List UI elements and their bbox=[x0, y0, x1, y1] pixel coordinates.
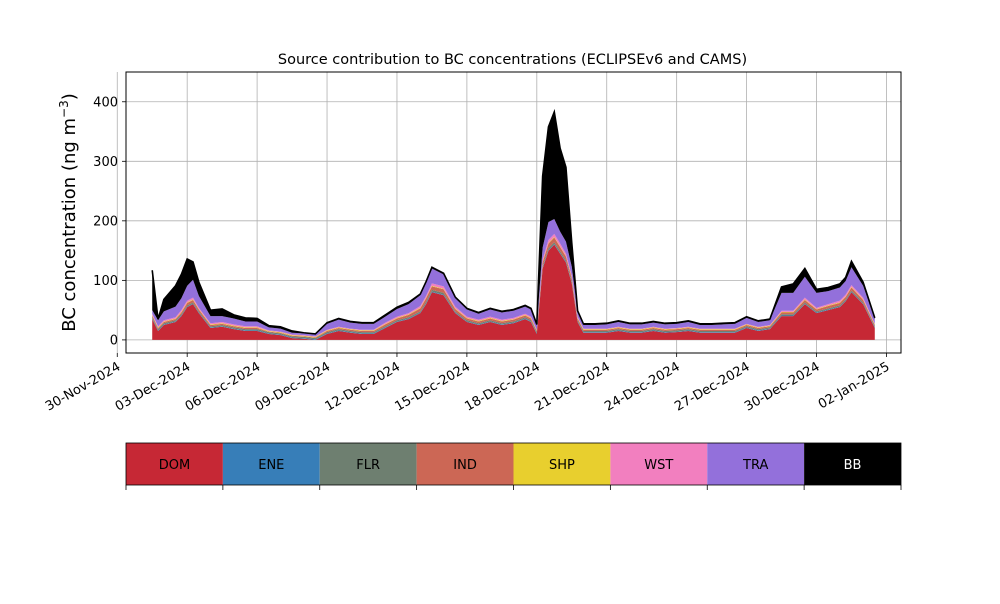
legend-label-flr: FLR bbox=[356, 458, 380, 473]
y-tick-label: 0 bbox=[110, 333, 118, 348]
x-tick-label: 02-Jan-2025 bbox=[816, 359, 893, 412]
y-tick-label: 100 bbox=[93, 274, 118, 289]
x-tick-label: 03-Dec-2024 bbox=[113, 359, 193, 414]
legend-swatch-ind bbox=[416, 443, 514, 485]
y-tick-label: 200 bbox=[93, 214, 118, 229]
area-dom bbox=[152, 244, 875, 340]
legend-swatch-tra bbox=[707, 443, 805, 485]
x-tick-label: 09-Dec-2024 bbox=[253, 359, 333, 414]
x-tick-label: 30-Dec-2024 bbox=[742, 359, 822, 414]
x-tick-label: 30-Nov-2024 bbox=[43, 359, 123, 414]
chart-title: Source contribution to BC concentrations… bbox=[278, 52, 747, 68]
area-bb bbox=[152, 111, 875, 335]
y-axis-label: BC concentration (ng m−3) bbox=[57, 93, 80, 332]
total-outline bbox=[151, 108, 876, 335]
plot-frame bbox=[125, 71, 902, 354]
legend-label-dom: DOM bbox=[159, 458, 190, 473]
legend-swatch-ene bbox=[222, 443, 320, 485]
legend-swatch-wst bbox=[610, 443, 708, 485]
x-axis: 30-Nov-202403-Dec-202406-Dec-202409-Dec-… bbox=[43, 353, 892, 415]
x-tick-label: 27-Dec-2024 bbox=[672, 359, 752, 414]
legend-swatch-bb bbox=[804, 443, 901, 485]
x-tick-label: 21-Dec-2024 bbox=[532, 359, 612, 414]
series-areas bbox=[152, 111, 875, 340]
area-tra bbox=[152, 219, 875, 337]
legend-label-ene: ENE bbox=[258, 458, 284, 473]
legend-colorbar: DOM ENE FLR IND SHP WST TRA BB bbox=[125, 442, 902, 490]
legend-label-bb: BB bbox=[844, 458, 862, 473]
x-tick-label: 06-Dec-2024 bbox=[183, 359, 263, 414]
legend-label-tra: TRA bbox=[742, 458, 768, 473]
x-tick-label: 18-Dec-2024 bbox=[462, 359, 542, 414]
x-tick-label: 12-Dec-2024 bbox=[323, 359, 403, 414]
legend-swatch-flr bbox=[319, 443, 417, 485]
y-tick-label: 400 bbox=[93, 95, 118, 110]
y-axis: 0 100 200 300 400 bbox=[93, 95, 126, 348]
y-tick-label: 300 bbox=[93, 155, 118, 170]
legend-swatch-dom bbox=[126, 443, 223, 485]
legend-swatch-shp bbox=[513, 443, 611, 485]
legend-label-wst: WST bbox=[644, 458, 673, 473]
legend-label-ind: IND bbox=[453, 458, 477, 473]
x-tick-label: 24-Dec-2024 bbox=[602, 359, 682, 414]
legend-label-shp: SHP bbox=[549, 458, 575, 473]
x-tick-label: 15-Dec-2024 bbox=[392, 359, 472, 414]
